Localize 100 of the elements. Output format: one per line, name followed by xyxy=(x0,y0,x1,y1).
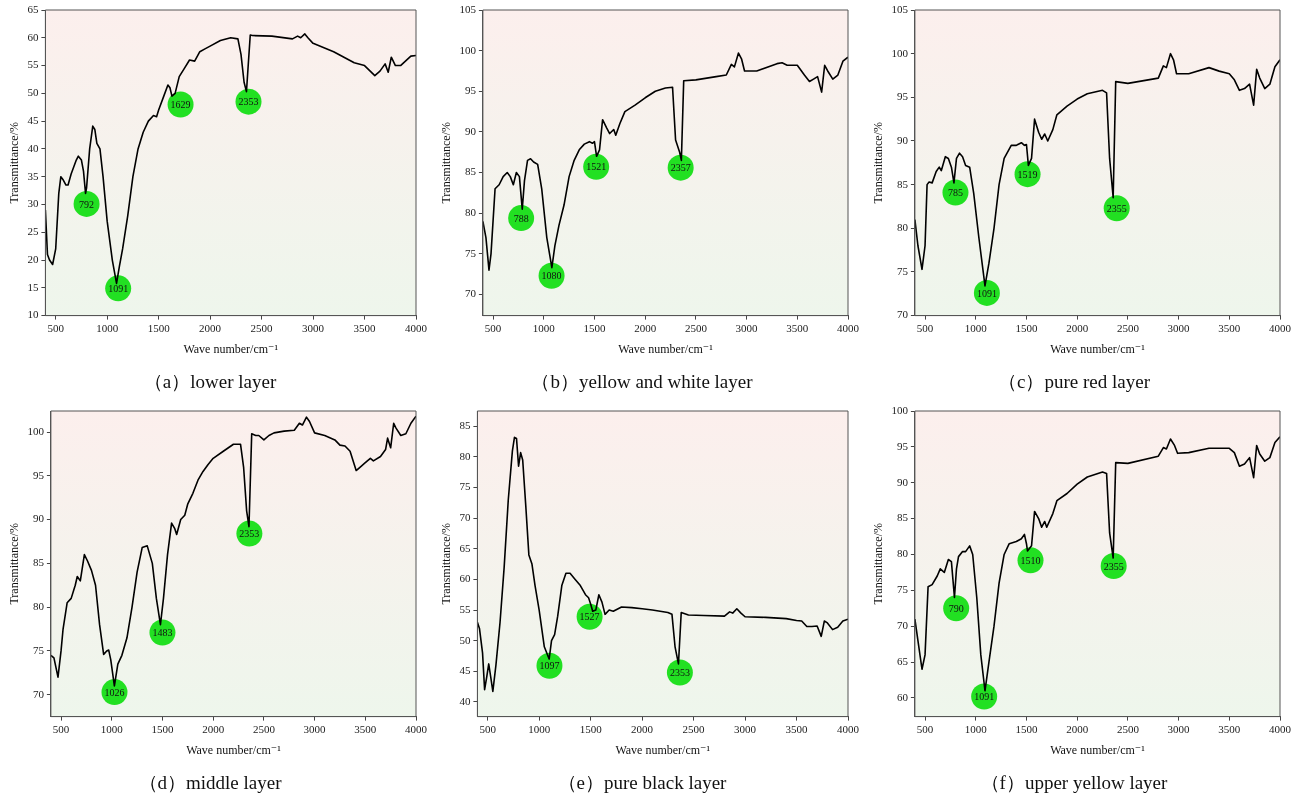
y-tick-label: 75 xyxy=(32,643,45,656)
y-tick-label: 60 xyxy=(896,690,909,703)
y-tick-label: 10 xyxy=(27,308,39,321)
y-tick-label: 75 xyxy=(464,246,477,259)
y-tick-label: 95 xyxy=(896,439,909,452)
x-tick-label: 2000 xyxy=(631,723,654,736)
x-axis-title: Wave number/cm⁻¹ xyxy=(618,342,714,357)
annotation: 1519 xyxy=(1017,168,1038,180)
x-tick-label: 2500 xyxy=(1116,322,1140,335)
y-tick-label: 105 xyxy=(459,2,477,15)
x-tick-label: 3000 xyxy=(735,322,759,335)
y-tick-label: 45 xyxy=(27,114,39,127)
y-tick-label: 45 xyxy=(459,664,471,677)
x-tick-label: 1500 xyxy=(1015,322,1038,335)
y-tick-label: 50 xyxy=(27,86,39,99)
x-tick-label: 4000 xyxy=(1269,322,1292,335)
y-axis-title: Transmittance/% xyxy=(439,523,454,605)
y-tick-label: 75 xyxy=(459,480,471,493)
y-tick-label: 90 xyxy=(896,475,909,488)
annotation: 2355 xyxy=(1103,560,1124,572)
y-tick-label: 65 xyxy=(459,541,471,554)
y-tick-label: 40 xyxy=(459,694,471,707)
y-tick-label: 85 xyxy=(896,177,909,190)
x-tick-label: 1000 xyxy=(96,322,119,335)
y-tick-label: 100 xyxy=(891,403,909,416)
x-tick-label: 1500 xyxy=(151,723,174,736)
x-tick-label: 4000 xyxy=(837,322,860,335)
x-tick-label: 2000 xyxy=(199,322,222,335)
x-tick-label: 2000 xyxy=(1066,322,1089,335)
x-axis-title: Wave number/cm⁻¹ xyxy=(1050,342,1146,357)
y-tick-label: 80 xyxy=(896,547,909,560)
y-tick-label: 15 xyxy=(27,280,39,293)
x-tick-label: 2500 xyxy=(684,322,708,335)
text: （d）middle layer xyxy=(138,771,283,793)
y-tick-label: 100 xyxy=(27,424,45,437)
annotation: 1026 xyxy=(104,686,125,698)
annotation: 2357 xyxy=(670,162,691,174)
annotation: 1080 xyxy=(541,270,562,282)
x-axis-title: Wave number/cm⁻¹ xyxy=(186,743,282,758)
y-tick-label: 95 xyxy=(464,84,477,97)
x-tick-label: 2000 xyxy=(634,322,657,335)
annotation: 1483 xyxy=(152,627,173,639)
x-tick-label: 500 xyxy=(52,723,70,736)
annotation: 1091 xyxy=(974,691,995,703)
x-tick-label: 4000 xyxy=(405,723,428,736)
text: （a）lower layer xyxy=(143,370,277,392)
x-tick-label: 3000 xyxy=(1167,322,1191,335)
y-tick-label: 90 xyxy=(32,512,45,525)
annotation: 2353 xyxy=(238,96,259,108)
y-tick-label: 70 xyxy=(896,619,909,632)
y-tick-label: 95 xyxy=(896,90,909,103)
x-tick-label: 3000 xyxy=(303,723,327,736)
x-axis-title: Wave number/cm⁻¹ xyxy=(1050,743,1146,758)
x-tick-label: 2000 xyxy=(1066,723,1089,736)
annotation: 2355 xyxy=(1106,202,1127,214)
x-tick-label: 500 xyxy=(47,322,65,335)
y-axis-title: Transmittance/% xyxy=(439,122,454,204)
annotation: 1527 xyxy=(579,611,600,623)
x-tick-label: 500 xyxy=(916,723,934,736)
y-tick-label: 35 xyxy=(27,169,39,182)
x-tick-label: 2500 xyxy=(1116,723,1140,736)
y-tick-label: 90 xyxy=(464,124,477,137)
y-tick-label: 105 xyxy=(891,2,909,15)
x-tick-label: 4000 xyxy=(1269,723,1292,736)
y-tick-label: 20 xyxy=(27,252,39,265)
y-tick-label: 65 xyxy=(896,654,909,667)
x-tick-label: 1500 xyxy=(147,322,171,335)
annotation: 788 xyxy=(513,212,529,224)
y-tick-label: 60 xyxy=(459,572,471,585)
x-axis-title: Wave number/cm⁻¹ xyxy=(183,342,279,357)
y-tick-label: 55 xyxy=(27,58,39,71)
x-tick-label: 1000 xyxy=(100,723,124,736)
text: （b）yellow and white layer xyxy=(531,370,754,392)
annotation: 792 xyxy=(79,198,95,210)
annotation: 1510 xyxy=(1020,554,1041,566)
y-tick-label: 100 xyxy=(891,46,909,59)
y-tick-label: 95 xyxy=(32,468,45,481)
x-tick-label: 500 xyxy=(916,322,934,335)
x-tick-label: 2500 xyxy=(252,723,276,736)
y-tick-label: 80 xyxy=(32,600,45,613)
y-axis-title: Transmittance/% xyxy=(7,122,22,204)
y-tick-label: 50 xyxy=(459,633,471,646)
x-tick-label: 2000 xyxy=(202,723,225,736)
x-tick-label: 4000 xyxy=(837,723,860,736)
x-tick-label: 1500 xyxy=(1015,723,1038,736)
annotation: 1091 xyxy=(976,287,997,299)
y-tick-label: 70 xyxy=(459,511,471,524)
y-tick-label: 25 xyxy=(27,225,39,238)
annotation: 1629 xyxy=(170,99,191,111)
y-tick-label: 65 xyxy=(27,2,39,15)
x-tick-label: 1500 xyxy=(579,723,603,736)
x-tick-label: 3500 xyxy=(1218,723,1241,736)
y-tick-label: 30 xyxy=(27,197,39,210)
y-axis-title: Transmittance/% xyxy=(871,122,886,204)
y-tick-label: 70 xyxy=(464,287,477,300)
annotation: 1521 xyxy=(586,161,607,173)
y-tick-label: 75 xyxy=(896,583,909,596)
y-tick-label: 55 xyxy=(459,602,471,615)
y-tick-label: 85 xyxy=(896,511,909,524)
x-tick-label: 3500 xyxy=(786,322,809,335)
